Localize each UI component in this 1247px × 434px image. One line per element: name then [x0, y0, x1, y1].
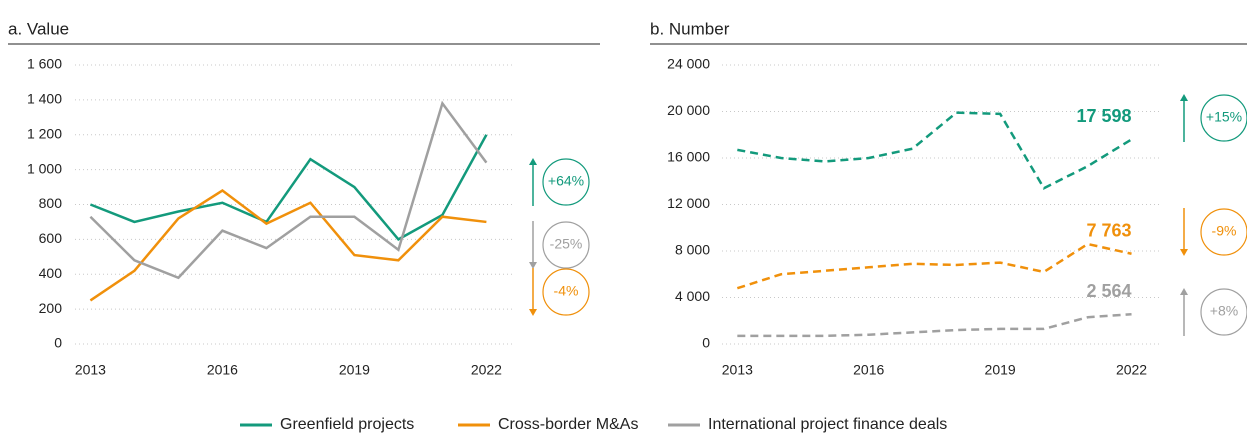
badge — [542, 158, 590, 206]
x-tick-label: 2022 — [471, 362, 502, 378]
x-tick-label: 2016 — [207, 362, 238, 378]
y-tick-label: 400 — [39, 265, 63, 281]
y-tick-label: 600 — [39, 230, 63, 246]
y-tick-label: 16 000 — [667, 149, 710, 165]
series-line — [89, 100, 488, 280]
y-tick-label: 1 600 — [27, 56, 62, 72]
y-tick-label: 12 000 — [667, 195, 710, 211]
y-tick-label: 4 000 — [675, 288, 710, 304]
arrow-head — [529, 158, 537, 165]
x-tick-label: 2016 — [853, 362, 884, 378]
arrow-head — [529, 309, 537, 316]
arrow-head — [1180, 94, 1188, 101]
arrow-head — [529, 262, 537, 269]
end-value-label: 2 564 — [1086, 281, 1131, 301]
y-tick-label: 1 000 — [27, 160, 62, 176]
series-line — [736, 242, 1132, 290]
badge-label: +64% — [548, 173, 584, 189]
x-tick-label: 2019 — [339, 362, 370, 378]
badge — [1200, 288, 1247, 336]
badge-label: -4% — [554, 283, 579, 299]
series-line — [737, 111, 1133, 190]
y-tick-label: 0 — [54, 335, 62, 351]
badge-label: -25% — [550, 236, 583, 252]
badge — [1200, 94, 1247, 142]
badge — [542, 221, 590, 269]
badge — [542, 268, 590, 316]
x-tick-label: 2022 — [1116, 362, 1147, 378]
y-tick-label: 200 — [39, 300, 63, 316]
series-line — [89, 134, 488, 241]
y-tick-label: 1 400 — [27, 91, 62, 107]
x-tick-label: 2013 — [722, 362, 753, 378]
legend-label: Cross-border M&As — [498, 416, 638, 433]
y-tick-label: 800 — [39, 195, 63, 211]
arrow-head — [1180, 249, 1188, 256]
badge-label: -9% — [1212, 223, 1237, 239]
end-value-label: 17 598 — [1076, 106, 1131, 126]
y-tick-label: 20 000 — [667, 102, 710, 118]
badge-label: +15% — [1206, 109, 1242, 125]
legend-label: Greenfield projects — [280, 416, 414, 433]
badge — [1200, 208, 1247, 256]
y-tick-label: 0 — [702, 335, 710, 351]
arrow-head — [1180, 288, 1188, 295]
chart-title: a. Value — [8, 19, 69, 38]
x-tick-label: 2019 — [985, 362, 1016, 378]
legend-label: International project finance deals — [708, 416, 947, 433]
end-value-label: 7 763 — [1086, 221, 1131, 241]
series-line — [737, 312, 1132, 338]
badge-label: +8% — [1210, 303, 1238, 319]
chart-title: b. Number — [650, 19, 730, 38]
y-tick-label: 24 000 — [667, 56, 710, 72]
series-line — [89, 189, 487, 302]
y-tick-label: 8 000 — [675, 242, 710, 258]
y-tick-label: 1 200 — [27, 125, 62, 141]
x-tick-label: 2013 — [75, 362, 106, 378]
